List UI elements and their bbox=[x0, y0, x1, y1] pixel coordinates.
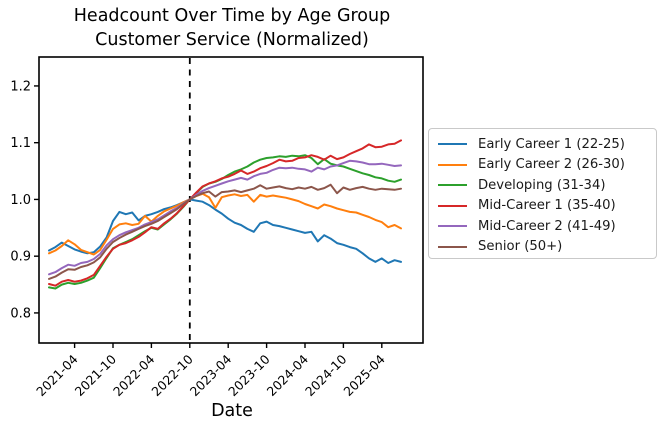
legend-item: Senior (50+) bbox=[429, 237, 656, 258]
x-tick-label: 2024-04 bbox=[264, 351, 312, 399]
x-tick-label: 2023-10 bbox=[225, 351, 273, 399]
x-tick-label: 2024-10 bbox=[302, 351, 350, 399]
y-tick-label: 1.0 bbox=[10, 193, 31, 208]
legend-item: Early Career 2 (26-30) bbox=[429, 155, 656, 176]
y-tick-label: 1.1 bbox=[10, 136, 31, 151]
series-line-early-career-1-22-25- bbox=[48, 198, 402, 264]
plot-border bbox=[38, 56, 424, 344]
y-tick-label: 0.9 bbox=[10, 250, 31, 265]
legend-swatch bbox=[438, 204, 467, 207]
legend-swatch bbox=[438, 143, 467, 146]
x-tick-label: 2021-04 bbox=[33, 351, 81, 399]
series-line-developing-31-34- bbox=[48, 154, 402, 290]
x-tick-label: 2023-04 bbox=[187, 351, 235, 399]
legend: Early Career 1 (22-25) Early Career 2 (26… bbox=[428, 128, 657, 259]
legend-item: Early Career 1 (22-25) bbox=[429, 134, 656, 155]
legend-label: Mid-Career 1 (35-40) bbox=[478, 198, 616, 214]
legend-swatch bbox=[438, 163, 467, 166]
x-tick-label: 2021-10 bbox=[72, 351, 120, 399]
legend-label: Senior (50+) bbox=[478, 239, 563, 255]
legend-label: Mid-Career 2 (41-49) bbox=[478, 218, 616, 234]
legend-item: Mid-Career 2 (41-49) bbox=[429, 216, 656, 237]
x-tick-label: 2022-10 bbox=[148, 351, 196, 399]
legend-swatch bbox=[438, 245, 467, 248]
legend-label: Early Career 2 (26-30) bbox=[478, 157, 625, 173]
x-tick-label: 2022-04 bbox=[110, 351, 158, 399]
chart-title-line2: Customer Service (Normalized) bbox=[95, 30, 369, 50]
legend-item: Mid-Career 1 (35-40) bbox=[429, 196, 656, 217]
y-tick-label: 0.8 bbox=[10, 306, 31, 321]
legend-swatch bbox=[438, 225, 467, 228]
legend-swatch bbox=[438, 184, 467, 187]
chart-title: Headcount Over Time by Age Group Custome… bbox=[2, 4, 462, 52]
legend-label: Early Career 1 (22-25) bbox=[478, 136, 625, 152]
series-line-mid-career-1-35-40- bbox=[48, 139, 402, 287]
legend-label: Developing (31-34) bbox=[478, 177, 606, 193]
chart-title-line1: Headcount Over Time by Age Group bbox=[73, 6, 391, 26]
series-line-mid-career-2-41-49- bbox=[48, 159, 402, 276]
legend-item: Developing (31-34) bbox=[429, 175, 656, 196]
series-line-early-career-2-26-30- bbox=[48, 192, 402, 256]
x-tick-label: 2025-04 bbox=[340, 351, 388, 399]
x-axis-label: Date bbox=[211, 401, 253, 421]
series-line-senior-50- bbox=[48, 183, 402, 280]
y-tick-label: 1.2 bbox=[10, 79, 31, 94]
